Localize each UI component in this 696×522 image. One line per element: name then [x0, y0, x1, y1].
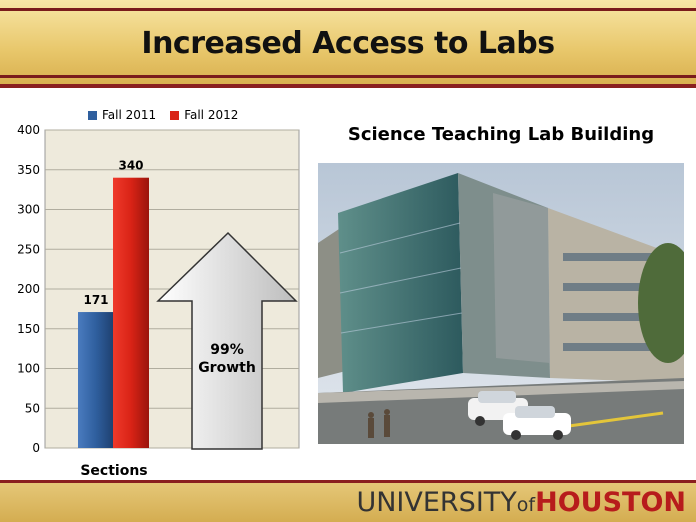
y-tick-label: 250 — [17, 242, 40, 256]
image-caption: Science Teaching Lab Building — [347, 124, 655, 145]
logo-of: of — [516, 494, 536, 516]
legend-swatch-fall-2012 — [170, 110, 180, 120]
data-labels: 171 340 — [83, 159, 143, 307]
title-band: Increased Access to Labs — [0, 8, 696, 78]
legend-label-fall-2012: Fall 2012 — [184, 108, 239, 122]
building-illustration — [318, 163, 684, 444]
y-axis-ticks: 0 50 100 150 200 250 300 350 400 — [17, 123, 40, 455]
bar-fall-2011 — [78, 312, 114, 448]
logo-houston: HOUSTON — [535, 487, 686, 518]
y-tick-label: 200 — [17, 282, 40, 296]
legend-label-fall-2011: Fall 2011 — [102, 108, 157, 122]
title-bar: Increased Access to Labs — [0, 0, 696, 88]
bar-fall-2012 — [113, 177, 149, 448]
bars — [78, 177, 149, 448]
growth-arrow-text-line1: 99% — [210, 342, 244, 358]
y-tick-label: 150 — [17, 322, 40, 336]
data-label-fall-2012: 340 — [118, 159, 143, 173]
x-category-label: Sections — [80, 463, 147, 479]
chart-legend: Fall 2011 Fall 2012 — [88, 108, 238, 122]
legend-item-fall-2012: Fall 2012 — [170, 108, 238, 122]
data-label-fall-2011: 171 — [83, 293, 108, 307]
y-tick-label: 300 — [17, 203, 40, 217]
growth-arrow-text-line2: Growth — [198, 360, 256, 376]
y-tick-label: 400 — [17, 123, 40, 137]
university-logo: UNIVERSITYofHOUSTON — [356, 487, 686, 518]
footer-band: UNIVERSITYofHOUSTON — [0, 480, 696, 522]
growth-arrow-icon — [156, 231, 298, 450]
y-tick-label: 0 — [32, 441, 40, 455]
legend-swatch-fall-2011 — [88, 110, 97, 120]
bar-chart: 0 50 100 150 200 250 300 350 400 171 340 99% Grow… — [17, 123, 300, 479]
y-tick-label: 100 — [17, 362, 40, 376]
slide-title: Increased Access to Labs — [141, 25, 555, 61]
y-tick-label: 350 — [17, 163, 40, 177]
building-photo — [318, 163, 684, 444]
y-tick-label: 50 — [25, 401, 40, 415]
legend-item-fall-2011: Fall 2011 — [88, 108, 156, 122]
logo-university: UNIVERSITY — [356, 487, 517, 518]
